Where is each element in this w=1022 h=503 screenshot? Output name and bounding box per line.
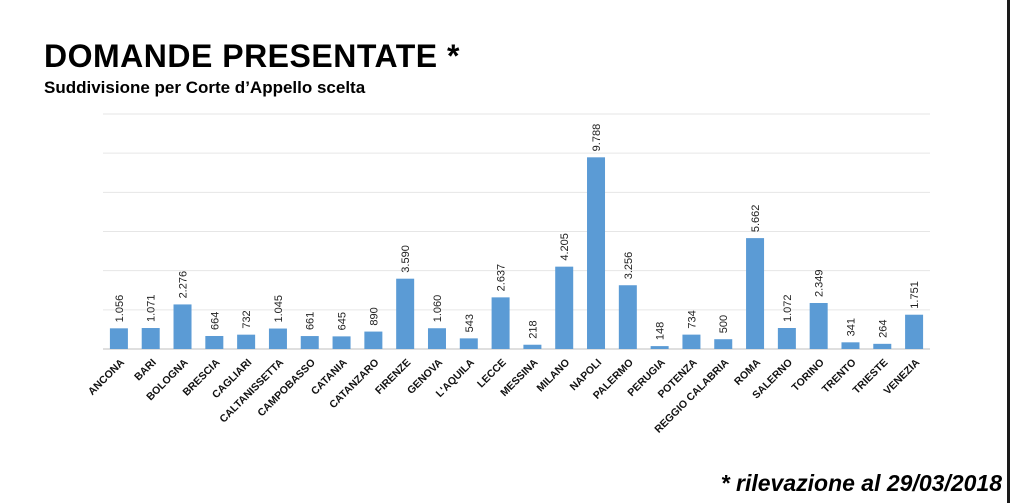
data-label-caltanissetta: 1.045: [273, 295, 285, 323]
data-label-brescia: 664: [209, 312, 221, 330]
bar-potenza: [682, 334, 701, 349]
data-label-torino: 2.349: [814, 269, 826, 297]
chart-title: DOMANDE PRESENTATE *: [44, 38, 460, 74]
bar-caltanissetta: [268, 328, 287, 349]
bar-trento: [841, 342, 860, 349]
survey-date-footnote: * rilevazione al 29/03/2018: [720, 470, 1002, 496]
bar-messina: [523, 344, 542, 349]
bar-catania: [332, 336, 351, 349]
data-label-milano: 4.205: [559, 233, 571, 261]
bar-reggio-calabria: [714, 339, 733, 349]
bar-ancona: [109, 328, 128, 349]
bar-napoli: [587, 157, 606, 349]
bar-bari: [141, 328, 160, 349]
data-label-palermo: 3.256: [623, 252, 635, 280]
bar-chart: 1.056 1.071 2.276 664 732 1.045 661 645 890 3.590…: [86, 113, 930, 436]
bar-catanzaro: [364, 331, 383, 349]
data-label-potenza: 734: [686, 310, 698, 328]
tick-label-ancona: ANCONA: [86, 356, 127, 397]
data-label-roma: 5.662: [750, 205, 762, 233]
data-label-messina: 218: [527, 320, 539, 338]
data-label-salerno: 1.072: [782, 294, 794, 322]
tick-label-bari: BARI: [132, 357, 159, 384]
bar-palermo: [618, 285, 637, 349]
data-label-trento: 341: [845, 318, 857, 336]
data-label-ancona: 1.056: [114, 295, 126, 323]
bar-venezia: [905, 314, 924, 349]
data-label-campobasso: 661: [305, 312, 317, 330]
bar-cagliari: [237, 334, 256, 349]
category-tick-labels: ANCONA BARIBOLOGNABRESCIACAGLIARICALTANIS…: [86, 356, 923, 435]
bar-campobasso: [300, 336, 319, 349]
data-label-bari: 1.071: [146, 294, 158, 322]
data-label-catanzaro: 890: [368, 307, 380, 325]
data-label-trieste: 264: [877, 319, 889, 337]
data-label-firenze: 3.590: [400, 245, 412, 273]
bar-torino: [809, 302, 828, 349]
bars: [109, 157, 924, 349]
chart-subtitle: Suddivisione per Corte d’Appello scelta: [44, 78, 366, 97]
bar-l-aquila: [459, 338, 478, 349]
bar-perugia: [650, 346, 669, 349]
bar-bologna: [173, 304, 192, 349]
data-labels: 1.056 1.071 2.276 664 732 1.045 661 645 890 3.590…: [114, 124, 921, 340]
bar-salerno: [777, 328, 796, 349]
bar-milano: [555, 266, 574, 349]
gridlines: [103, 113, 930, 350]
bar-genova: [427, 328, 446, 349]
data-label-cagliari: 732: [241, 310, 253, 328]
bar-firenze: [396, 278, 415, 349]
bar-roma: [746, 238, 765, 349]
data-label-catania: 645: [337, 312, 349, 330]
tick-label-milano: MILANO: [535, 357, 573, 395]
data-label-reggio-calabria: 500: [718, 315, 730, 333]
data-label-lecce: 2.637: [496, 264, 508, 292]
bar-lecce: [491, 297, 510, 349]
bar-trieste: [873, 343, 892, 349]
data-label-perugia: 148: [655, 322, 667, 340]
data-label-genova: 1.060: [432, 295, 444, 323]
data-label-l-aquila: 543: [464, 314, 476, 332]
tick-label-campobasso: CAMPOBASSO: [255, 357, 318, 420]
data-label-bologna: 2.276: [178, 271, 190, 299]
data-label-napoli: 9.788: [591, 124, 603, 152]
bar-brescia: [205, 335, 224, 349]
data-label-venezia: 1.751: [909, 281, 921, 309]
